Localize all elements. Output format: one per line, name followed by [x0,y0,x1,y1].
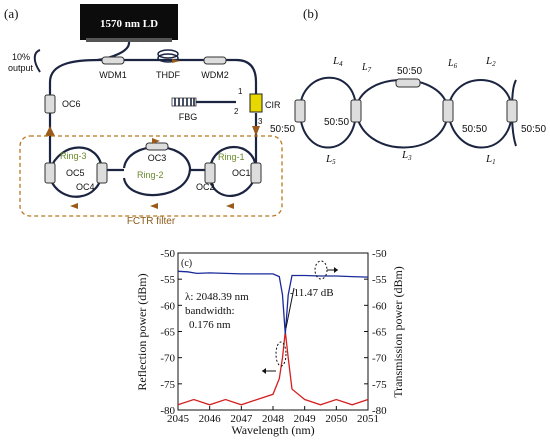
split-label-5: 50:50 [521,124,546,135]
ring2-label: Ring-2 [137,170,164,180]
y-left-tick-label: -65 [160,327,175,339]
oc6-label: OC6 [62,99,81,109]
x-tick-label: 2045 [167,413,190,425]
annotation-bandwidth-value: 0.176 nm [189,319,231,331]
oc1-label: OC1 [232,168,251,178]
x-tick-label: 2047 [230,413,253,425]
left-axis-arrow [262,368,266,374]
y-axis-left-ticks: -50 -55 -60 -65 -70 -75 -80 [160,248,182,417]
length-l3: L3 [401,149,412,162]
x-axis-ticks: 2045 2046 2047 2048 2049 2050 2051 [167,406,379,425]
panel-b: (b) 50:50 50:50 50:50 50:50 50:50 L4 L5 … [270,6,546,166]
fctr-filter-label: FCTR filter [127,216,176,227]
thdf-label: THDF [156,70,180,80]
y-left-tick-label: -50 [160,248,175,260]
annotation-wavelength: λ: 2048.39 nm [185,291,249,303]
panel-a: (a) 1570 nm LD 10% output [4,4,283,227]
x-tick-label: 2046 [199,413,222,425]
split-label-1: 50:50 [270,124,295,135]
y-left-tick-label: -75 [160,379,175,391]
length-l7: L7 [361,62,372,74]
reflection-marker-ellipse [275,341,287,367]
y-axis-left-label: Reflection power (dBm) [135,273,149,390]
x-tick-label: 2050 [325,413,348,425]
wdm2-label: WDM2 [201,70,229,80]
y-axis-right-label: Transmission power (dBm) [391,266,405,398]
wdm2-component [203,56,227,65]
oc2-coupler [204,162,216,184]
laser-diode-box [80,4,178,40]
x-axis-label: Wavelength (nm) [231,423,314,437]
y-left-tick-label: -70 [160,353,175,365]
oc4-label: OC4 [76,182,95,192]
oc2-label: OC2 [196,182,215,192]
laser-label: 1570 nm LD [100,18,158,30]
oc5-label: OC5 [66,168,85,178]
coupler-b-top [395,78,421,88]
y-right-tick-label: -60 [372,300,387,312]
oc1-coupler [250,162,262,184]
fctr-filter-box [19,135,283,217]
y-left-tick-label: -55 [160,274,175,286]
coupler-b-right [506,99,518,123]
length-l6: L6 [447,58,458,70]
x-tick-label: 2049 [294,413,317,425]
reflection-series-line [177,331,369,406]
split-label-2: 50:50 [324,117,349,128]
oc3-coupler [145,142,169,151]
circulator [249,93,263,113]
oc5-coupler [44,162,56,184]
y-right-tick-label: -75 [372,379,387,391]
right-axis-arrow [334,267,338,273]
coupler-b-center-right [442,99,454,123]
plot-area [177,252,369,411]
ring-resonator-paths [299,76,517,149]
transmission-series-line [177,270,369,335]
panel-a-label: (a) [4,6,18,21]
chart-series [177,270,369,406]
split-label-4: 50:50 [462,124,487,135]
coupler-b-left [294,99,306,123]
output-percent: 10% [12,52,30,62]
depth-pointer [285,287,295,329]
ring1-label: Ring-1 [218,152,245,162]
y-right-tick-label: -80 [372,405,387,417]
y-right-tick-label: -70 [372,353,387,365]
y-left-tick-label: -60 [160,300,175,312]
annotation-bandwidth-label: bandwidth: [185,305,235,317]
panel-b-label: (b) [303,6,318,21]
direction-arrows [45,59,260,209]
fbg-label: FBG [179,112,198,122]
fbg-grating [171,97,197,107]
length-l1: L1 [485,153,496,166]
split-label-3: 50:50 [397,66,422,77]
port1-label: 1 [238,87,243,96]
x-tick-label: 2048 [262,413,285,425]
x-tick-label: 2051 [357,413,379,425]
oc4-coupler [96,162,108,184]
y-left-tick-label: -80 [160,405,175,417]
coupler-b-center-left [350,99,362,123]
length-l4: L4 [332,55,343,68]
panel-c-label: (c) [181,258,192,269]
wdm1-component [101,56,125,65]
port3-label: 3 [258,117,263,126]
length-l5: L5 [325,153,336,166]
y-right-tick-label: -55 [372,274,387,286]
length-l2: L2 [485,55,496,68]
cir-label: CIR [265,100,281,110]
oc3-label: OC3 [148,153,167,163]
port2-label: 2 [234,107,239,116]
panel-c-chart: (c) 2045 2046 2047 2048 2049 2050 2051 -50-55-… [135,248,405,437]
y-right-tick-label: -65 [372,327,387,339]
thdf-coil [157,49,179,59]
ring3-label: Ring-3 [60,151,87,161]
oc6-coupler [44,94,56,114]
output-label: output [8,63,34,73]
y-axis-right-ticks: -50 -55 -60 -65 -70 -75 -80 [364,248,387,417]
annotation-depth: -11.47 dB [290,287,334,299]
wdm1-label: WDM1 [99,70,127,80]
y-right-tick-label: -50 [372,248,387,260]
